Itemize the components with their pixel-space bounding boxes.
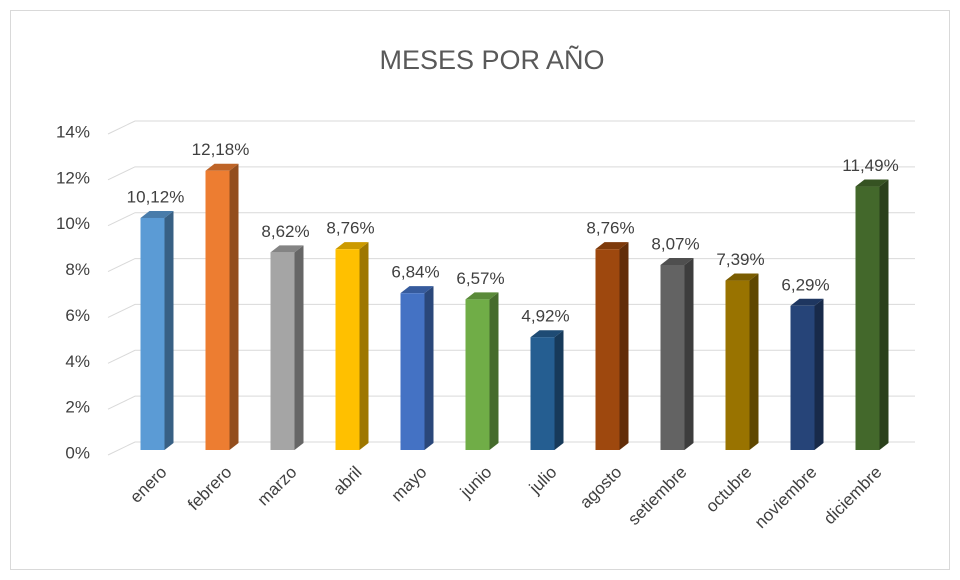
bar-side: [749, 273, 759, 450]
grid-line: [107, 212, 915, 227]
bar-top: [595, 242, 629, 250]
bar-side: [359, 242, 369, 450]
data-label: 7,39%: [716, 250, 764, 269]
bar: [595, 249, 620, 450]
chart-title: MESES POR AÑO: [379, 44, 604, 75]
grid-line: [107, 166, 915, 181]
bar: [270, 252, 295, 450]
grid-line: [107, 349, 915, 364]
bar-top: [530, 330, 564, 338]
bar: [790, 305, 815, 450]
grid-line: [107, 303, 915, 318]
bar-top: [205, 163, 239, 171]
data-label: 8,76%: [326, 219, 374, 238]
data-label: 11,49%: [842, 156, 898, 175]
bar-top: [790, 298, 824, 306]
bar-top: [335, 242, 369, 250]
bar-side: [684, 257, 694, 450]
data-label: 12,18%: [192, 140, 250, 159]
bar-side: [294, 245, 304, 450]
y-tick-label: 8%: [65, 260, 90, 279]
bar-side: [164, 210, 174, 450]
bar-side: [879, 179, 889, 450]
bar-side: [814, 298, 824, 450]
bar: [400, 293, 425, 450]
data-label: 8,76%: [586, 219, 634, 238]
bar-top: [465, 292, 499, 300]
bar-top: [660, 257, 694, 265]
data-label: 6,29%: [781, 275, 829, 294]
data-label: 6,57%: [456, 269, 504, 288]
data-label: 4,92%: [521, 307, 569, 326]
data-label: 8,07%: [651, 234, 699, 253]
y-tick-label: 0%: [65, 443, 90, 462]
bar-side: [229, 163, 239, 451]
data-label: 8,62%: [261, 222, 309, 241]
bar-side: [424, 286, 434, 450]
y-tick-label: 4%: [65, 352, 90, 371]
bar: [530, 337, 555, 450]
y-tick-label: 12%: [56, 168, 90, 187]
bar: [465, 299, 490, 450]
y-tick-label: 6%: [65, 306, 90, 325]
y-tick-label: 10%: [56, 214, 90, 233]
grid-line: [107, 395, 915, 410]
grid-line: [107, 120, 915, 135]
bar: [205, 170, 230, 451]
data-label: 10,12%: [127, 187, 185, 206]
bar-top: [400, 286, 434, 294]
y-tick-label: 14%: [56, 122, 90, 141]
bar-top: [270, 245, 304, 253]
bar-top: [140, 210, 174, 218]
y-tick-label: 2%: [65, 398, 90, 417]
grid-line: [107, 441, 915, 456]
bar-side: [619, 242, 629, 450]
bar-top: [725, 273, 759, 281]
bar-side: [489, 292, 499, 450]
bar: [335, 249, 360, 450]
bar: [855, 186, 880, 450]
bar: [660, 264, 685, 450]
bar: [140, 217, 165, 450]
data-label: 6,84%: [391, 263, 439, 282]
bar-top: [855, 179, 889, 187]
bar-side: [554, 330, 564, 450]
grid-line: [107, 258, 915, 273]
bar: [725, 280, 750, 450]
